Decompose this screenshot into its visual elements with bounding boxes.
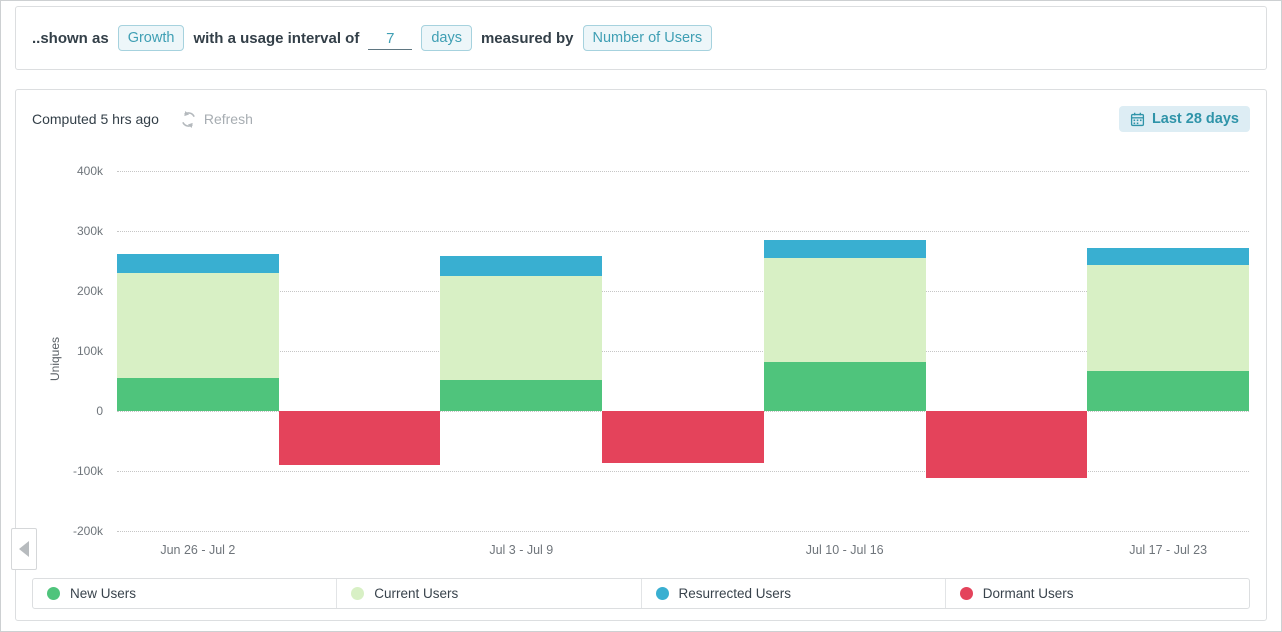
shown-as-label: ..shown as bbox=[32, 29, 109, 47]
calendar-icon bbox=[1130, 112, 1145, 127]
gridline bbox=[117, 291, 1249, 292]
refresh-label: Refresh bbox=[203, 111, 253, 127]
legend-label: Current Users bbox=[374, 586, 459, 601]
y-tick-label: -200k bbox=[72, 524, 103, 538]
date-range-label: Last 28 days bbox=[1151, 111, 1239, 127]
legend-label: Resurrected Users bbox=[678, 586, 792, 601]
x-axis-label: Jul 17 - Jul 23 bbox=[1129, 543, 1208, 557]
gridline bbox=[117, 231, 1249, 232]
refresh-button[interactable]: Refresh bbox=[179, 110, 253, 129]
legend-item-new-users[interactable]: New Users bbox=[33, 579, 336, 608]
legend: New Users Current Users Resurrected Users D… bbox=[32, 578, 1250, 609]
legend-item-resurrected-users[interactable]: Resurrected Users bbox=[640, 579, 945, 608]
y-tick-label: 100k bbox=[76, 344, 103, 358]
bar-current-users-1[interactable] bbox=[440, 276, 603, 380]
bar-new-users-0[interactable] bbox=[117, 378, 279, 411]
legend-label: Dormant Users bbox=[982, 586, 1074, 601]
bar-dormant-users-0[interactable] bbox=[278, 411, 441, 465]
bar-current-users-0[interactable] bbox=[117, 273, 279, 378]
plot-area: 400k 300k 200k 100k 0 -100k -200k Jun 26 - Jul … bbox=[73, 161, 1249, 557]
measured-by-label: measured by bbox=[480, 29, 574, 47]
gridline bbox=[117, 531, 1249, 532]
bar-new-users-2[interactable] bbox=[763, 361, 926, 411]
legend-item-dormant-users[interactable]: Dormant Users bbox=[944, 579, 1249, 608]
legend-item-current-users[interactable]: Current Users bbox=[336, 579, 640, 608]
bar-new-users-1[interactable] bbox=[440, 379, 603, 411]
bar-dormant-users-1[interactable] bbox=[602, 411, 764, 464]
legend-dot bbox=[351, 587, 365, 600]
bar-dormant-users-2[interactable] bbox=[925, 411, 1088, 479]
metric-chip[interactable]: Number of Users bbox=[582, 25, 713, 51]
date-range-button[interactable]: Last 28 days bbox=[1118, 106, 1250, 132]
computed-status: Computed 5 hrs ago bbox=[32, 111, 159, 127]
bar-current-users-2[interactable] bbox=[763, 258, 926, 362]
bar-new-users-3[interactable] bbox=[1087, 370, 1249, 411]
bar-resurrected-users-0[interactable] bbox=[117, 253, 279, 273]
growth-chip[interactable]: Growth bbox=[117, 25, 185, 51]
y-tick-label: 300k bbox=[76, 224, 103, 238]
main-panel: Computed 5 hrs ago Refresh bbox=[15, 89, 1267, 621]
x-axis-label: Jun 26 - Jul 2 bbox=[160, 543, 236, 557]
gridline bbox=[117, 471, 1249, 472]
y-tick-label: 200k bbox=[76, 284, 103, 298]
days-chip[interactable]: days bbox=[421, 25, 472, 51]
left-arrow-icon bbox=[19, 541, 29, 557]
bar-resurrected-users-2[interactable] bbox=[763, 240, 926, 258]
prev-arrow-button[interactable] bbox=[11, 528, 37, 570]
query-bar: ..shown as Growth with a usage interval … bbox=[15, 6, 1267, 70]
interval-input[interactable] bbox=[368, 26, 413, 50]
bar-resurrected-users-3[interactable] bbox=[1087, 247, 1249, 265]
legend-dot bbox=[47, 587, 60, 600]
gridline bbox=[117, 351, 1249, 352]
bar-current-users-3[interactable] bbox=[1087, 264, 1249, 371]
refresh-icon bbox=[179, 110, 198, 129]
chart: Uniques 400k 300k 200k 100k 0 -100k -200k Jun 2… bbox=[48, 161, 1249, 557]
bar-resurrected-users-1[interactable] bbox=[440, 256, 603, 276]
gridline bbox=[117, 171, 1249, 172]
legend-dot bbox=[959, 587, 973, 600]
y-tick-label: 400k bbox=[76, 164, 103, 178]
y-tick-label: 0 bbox=[96, 404, 103, 418]
legend-dot bbox=[655, 587, 669, 600]
legend-label: New Users bbox=[70, 586, 137, 601]
y-tick-label: -100k bbox=[72, 464, 103, 478]
panel-header: Computed 5 hrs ago Refresh bbox=[32, 90, 1250, 132]
x-axis-label: Jul 3 - Jul 9 bbox=[489, 543, 554, 557]
interval-label: with a usage interval of bbox=[193, 29, 360, 47]
x-axis-label: Jul 10 - Jul 16 bbox=[805, 543, 884, 557]
